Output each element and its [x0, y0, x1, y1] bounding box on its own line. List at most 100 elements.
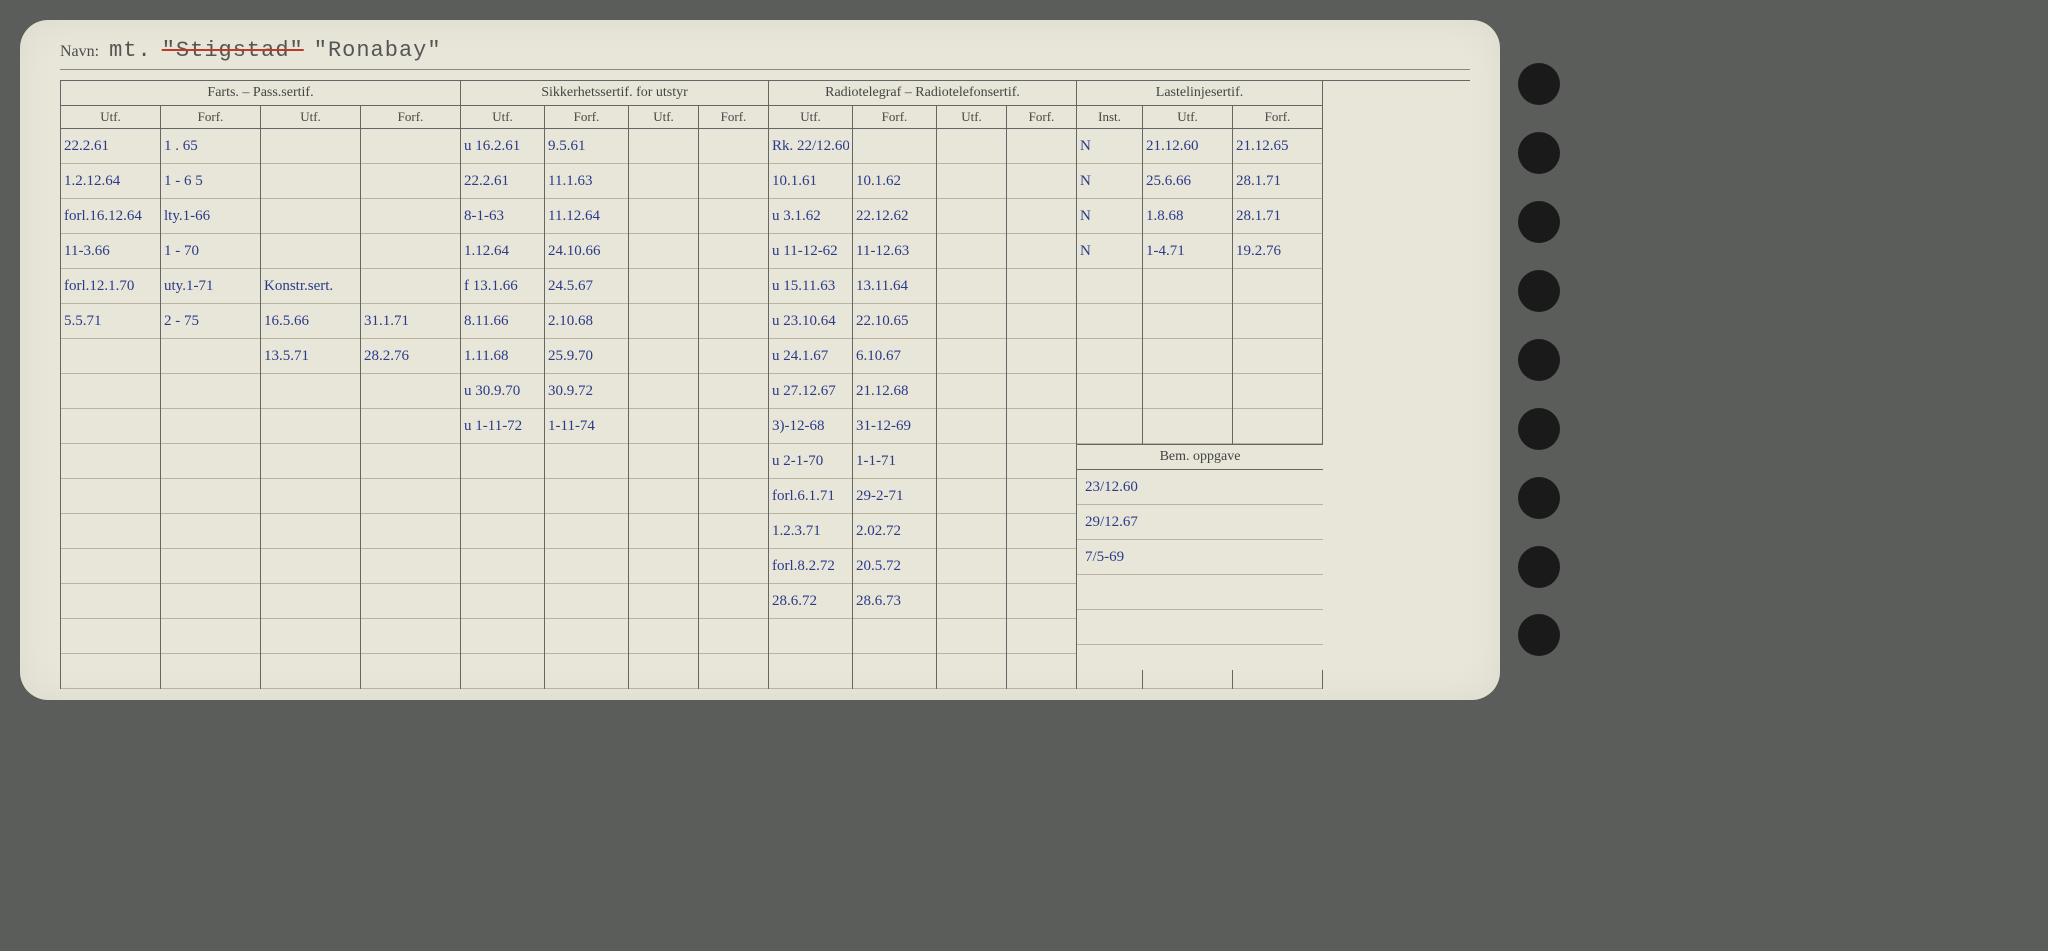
navn-name1: "Stigstad" — [162, 38, 304, 63]
cell: 19.2.76 — [1236, 234, 1319, 269]
cell: 22.10.65 — [856, 304, 933, 339]
sub-utf: Utf. — [461, 106, 545, 129]
col-radio-utf2 — [937, 129, 1007, 689]
cell: 24.10.66 — [548, 234, 625, 269]
cell: u 23.10.64 — [772, 304, 849, 339]
cell: 16.5.66 — [264, 304, 357, 339]
sub-forf: Forf. — [1007, 106, 1077, 129]
group-lastelinje: Lastelinjesertif. — [1077, 81, 1323, 106]
punch-hole — [1518, 63, 1560, 105]
cell — [364, 129, 457, 164]
cell: 1.11.68 — [464, 339, 541, 374]
sub-utf: Utf. — [629, 106, 699, 129]
cell: 1 - 70 — [164, 234, 257, 269]
cell: u 15.11.63 — [772, 269, 849, 304]
cell: N — [1080, 164, 1139, 199]
cell: 29-2-71 — [856, 479, 933, 514]
cell: 9.5.61 — [548, 129, 625, 164]
sub-forf: Forf. — [853, 106, 937, 129]
cell: u 30.9.70 — [464, 374, 541, 409]
sub-utf: Utf. — [61, 106, 161, 129]
cell: 10.1.61 — [772, 164, 849, 199]
sub-forf: Forf. — [361, 106, 461, 129]
cell: 11-3.66 — [64, 234, 157, 269]
cell: 1.8.68 — [1146, 199, 1229, 234]
group-farts: Farts. – Pass.sertif. — [61, 81, 461, 106]
cell: 2 - 75 — [164, 304, 257, 339]
cell — [364, 269, 457, 304]
cell — [264, 129, 357, 164]
cell: N — [1080, 129, 1139, 164]
cell: 23/12.60 — [1085, 470, 1320, 505]
sub-forf: Forf. — [1233, 106, 1323, 129]
group-sikkerhet: Sikkerhetssertif. for utstyr — [461, 81, 769, 106]
cell: 2.10.68 — [548, 304, 625, 339]
cell — [364, 234, 457, 269]
col-sikk-utf2 — [629, 129, 699, 689]
cell: 1.12.64 — [464, 234, 541, 269]
cell: 1-4.71 — [1146, 234, 1229, 269]
cell: 25.9.70 — [548, 339, 625, 374]
cell — [264, 199, 357, 234]
cell: 22.2.61 — [464, 164, 541, 199]
cell: 1 . 65 — [164, 129, 257, 164]
cell: 13.5.71 — [264, 339, 357, 374]
cell: lty.1-66 — [164, 199, 257, 234]
cell: forl.16.12.64 — [64, 199, 157, 234]
cell: 1-11-74 — [548, 409, 625, 444]
punch-hole — [1518, 270, 1560, 312]
bem-box: Bem. oppgave 23/12.6029/12.677/5-69 — [1077, 444, 1323, 670]
cell: 7/5-69 — [1085, 540, 1320, 575]
bem-body: 23/12.6029/12.677/5-69 — [1077, 470, 1323, 670]
cell: 22.12.62 — [856, 199, 933, 234]
sub-utf: Utf. — [261, 106, 361, 129]
cell: 24.5.67 — [548, 269, 625, 304]
punch-hole — [1518, 408, 1560, 450]
cell — [264, 164, 357, 199]
punch-hole — [1518, 477, 1560, 519]
cell: 2.02.72 — [856, 514, 933, 549]
col-radio-forf1: 10.1.6222.12.6211-12.6313.11.6422.10.656… — [853, 129, 937, 689]
cell: 6.10.67 — [856, 339, 933, 374]
cell: u 1-11-72 — [464, 409, 541, 444]
col-farts-utf2: Konstr.sert.16.5.6613.5.71 — [261, 129, 361, 689]
cell: 3)-12-68 — [772, 409, 849, 444]
punch-hole — [1518, 614, 1560, 656]
sub-utf: Utf. — [769, 106, 853, 129]
cell: 29/12.67 — [1085, 505, 1320, 540]
cell: 21.12.68 — [856, 374, 933, 409]
cell: 10.1.62 — [856, 164, 933, 199]
col-farts-utf1: 22.2.611.2.12.64forl.16.12.6411-3.66forl… — [61, 129, 161, 689]
col-farts-forf1: 1 . 651 - 6 5lty.1-661 - 70uty.1-712 - 7… — [161, 129, 261, 689]
cell: u 11-12-62 — [772, 234, 849, 269]
cell: 11.12.64 — [548, 199, 625, 234]
col-radio-utf1: Rk. 22/12.6010.1.61u 3.1.62u 11-12-62u 1… — [769, 129, 853, 689]
cell: 30.9.72 — [548, 374, 625, 409]
cell: 28.1.71 — [1236, 164, 1319, 199]
punch-hole — [1518, 201, 1560, 243]
sub-forf: Forf. — [161, 106, 261, 129]
cell — [364, 199, 457, 234]
cell: 31.1.71 — [364, 304, 457, 339]
cell: 20.5.72 — [856, 549, 933, 584]
sub-forf: Forf. — [545, 106, 629, 129]
cell: N — [1080, 199, 1139, 234]
cell — [364, 164, 457, 199]
sub-utf: Utf. — [1143, 106, 1233, 129]
cell: uty.1-71 — [164, 269, 257, 304]
cell — [856, 129, 933, 164]
navn-name2: "Ronabay" — [314, 38, 442, 63]
punch-hole — [1518, 132, 1560, 174]
sub-utf: Utf. — [937, 106, 1007, 129]
cell: 1.2.3.71 — [772, 514, 849, 549]
cell: 28.6.72 — [772, 584, 849, 619]
cell: 25.6.66 — [1146, 164, 1229, 199]
punch-hole — [1518, 339, 1560, 381]
col-farts-forf2: 31.1.7128.2.76 — [361, 129, 461, 689]
punch-holes — [1518, 20, 1560, 700]
col-sikk-forf2 — [699, 129, 769, 689]
cell: forl.8.2.72 — [772, 549, 849, 584]
navn-label: Navn: — [60, 43, 99, 61]
cell: 31-12-69 — [856, 409, 933, 444]
record-grid: Farts. – Pass.sertif. Sikkerhetssertif. … — [60, 80, 1470, 689]
